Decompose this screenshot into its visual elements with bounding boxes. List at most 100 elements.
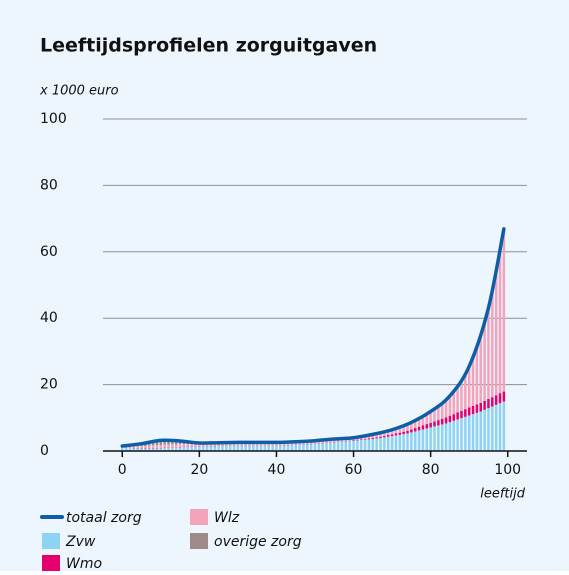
bar-segment [383, 437, 386, 451]
bar-segment [479, 338, 482, 403]
legend-swatch [190, 509, 208, 525]
bar-segment [356, 440, 359, 451]
bar-segment [364, 440, 367, 451]
bar-segment [399, 435, 402, 451]
legend-label: totaal zorg [66, 510, 142, 526]
y-tick-label: 60 [40, 244, 58, 260]
bar-segment [171, 444, 174, 447]
bar-segment [372, 438, 375, 439]
bar-segment [399, 429, 402, 433]
legend-swatch [190, 533, 208, 549]
bar-segment [267, 446, 270, 451]
bar-segment [214, 444, 217, 446]
bar-segment [460, 383, 463, 411]
bar-segment [487, 309, 490, 399]
bar-segment [129, 447, 132, 448]
bar-segment [479, 403, 482, 412]
bar-segment [479, 411, 482, 451]
bar-segment [445, 417, 448, 423]
bar-segment [414, 431, 417, 451]
bar-segment [456, 388, 459, 412]
bar-segment [302, 445, 305, 451]
bar-segment [406, 431, 409, 434]
bar-segment [160, 445, 163, 448]
bar-segment [399, 433, 402, 435]
bar-segment [453, 421, 456, 451]
bar-segment [321, 443, 324, 451]
bar-segment [368, 439, 371, 451]
bar-segment [410, 432, 413, 451]
x-tick-label: 60 [345, 462, 363, 478]
bar-segment [152, 445, 155, 448]
bar-segment [283, 445, 286, 451]
bar-segment [187, 444, 190, 447]
bar-segment [483, 410, 486, 451]
bar-segment [472, 406, 475, 414]
bar-segment [472, 414, 475, 451]
bar-segment [464, 377, 467, 409]
bar-segment [383, 436, 386, 437]
bar-segment [476, 350, 479, 405]
bar-segment [453, 414, 456, 421]
bar-segment [310, 444, 313, 451]
bar-segment [437, 420, 440, 425]
bar-segment [464, 417, 467, 451]
bar-segment [225, 446, 228, 451]
bar-segment [287, 445, 290, 451]
bar-segment [190, 444, 193, 447]
bar-segment [252, 446, 255, 451]
bar-segment [348, 441, 351, 451]
bar-segment [379, 438, 382, 451]
bar-segment [491, 293, 494, 398]
bar-segment [429, 423, 432, 428]
bar-segment [422, 429, 425, 451]
legend-label: Wlz [214, 510, 240, 526]
bar-segment [433, 410, 436, 421]
bar-segment [487, 399, 490, 408]
bar-segment [175, 444, 178, 447]
bar-segment [395, 433, 398, 435]
bar-segment [433, 421, 436, 426]
bar-segment [483, 401, 486, 410]
y-axis-label: x 1000 euro [39, 84, 119, 99]
bar-segment [402, 432, 405, 434]
bar-segment [167, 445, 170, 448]
bar-segment [433, 426, 436, 451]
bar-segment [391, 436, 394, 451]
bar-segment [468, 415, 471, 451]
chart-title: Leeftijdsprofielen zorguitgaven [40, 35, 377, 57]
bar-segment [422, 425, 425, 429]
legend-label: overige zorg [214, 534, 302, 550]
bar-segment [352, 440, 355, 441]
bar-segment [337, 442, 340, 451]
bar-segment [406, 426, 409, 431]
bar-segment [495, 405, 498, 451]
bar-segment [391, 434, 394, 436]
bar-segment [503, 392, 506, 402]
bar-segment [352, 441, 355, 451]
bar-segment [499, 393, 502, 403]
bar-segment [379, 437, 382, 438]
bar-segment [356, 440, 359, 441]
bar-segment [410, 429, 413, 432]
bar-segment [491, 407, 494, 451]
bar-segment [426, 424, 429, 428]
x-tick-label: 80 [422, 462, 440, 478]
bar-segment [441, 405, 444, 419]
bar-segment [248, 446, 251, 451]
bar-segment [453, 393, 456, 414]
bar-segment [418, 430, 421, 451]
bar-segment [194, 444, 197, 446]
bar-segment [495, 395, 498, 405]
bar-segment [375, 437, 378, 438]
bar-segment [148, 446, 151, 448]
bar-segment [294, 445, 297, 451]
bar-segment [441, 419, 444, 425]
bar-segment [387, 437, 390, 451]
bar-segment [449, 416, 452, 422]
bar-segment [449, 422, 452, 451]
bar-segment [260, 446, 263, 451]
bar-segment [372, 439, 375, 451]
legend-swatch [42, 555, 60, 571]
bar-segment [140, 446, 143, 448]
